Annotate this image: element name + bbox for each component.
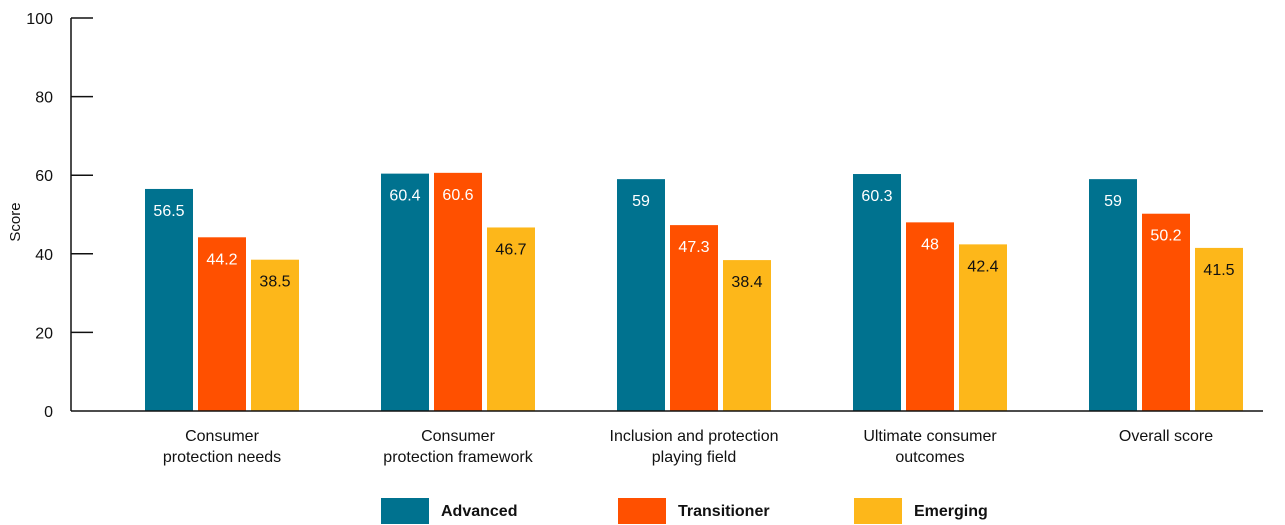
- bar-emerging: [723, 260, 771, 411]
- bar-value-label: 59: [1104, 193, 1122, 210]
- x-category-label: Overall score: [1119, 428, 1213, 445]
- y-tick-label: 0: [44, 404, 53, 421]
- y-tick-label: 20: [35, 325, 53, 342]
- bar-value-label: 46.7: [495, 241, 526, 258]
- bar-value-label: 38.5: [259, 274, 290, 291]
- y-tick-label: 80: [35, 90, 53, 107]
- bar-value-label: 60.3: [861, 188, 892, 205]
- bar-value-label: 56.5: [153, 203, 184, 220]
- bar-emerging: [487, 227, 535, 411]
- bar-transitioner: [1142, 213, 1190, 411]
- bar-transitioner: [670, 225, 718, 411]
- bar-transitioner: [434, 172, 482, 411]
- bar-emerging: [1195, 247, 1243, 411]
- y-axis: 0 20 40 60 80 100: [26, 11, 93, 421]
- bar-transitioner: [198, 237, 246, 411]
- legend-swatch-emerging: [854, 498, 902, 524]
- x-axis: Consumer protection needs Consumer protecti…: [71, 410, 1263, 466]
- y-tick-label: 100: [26, 11, 53, 28]
- y-tick-label: 60: [35, 168, 53, 185]
- x-category-label: Consumer protection framework: [383, 428, 533, 466]
- y-axis-title: Score: [7, 202, 24, 241]
- bar-value-label: 59: [632, 193, 650, 210]
- x-category-label: Consumer protection needs: [163, 428, 281, 466]
- bars-group: 56.5 44.2 38.5 60.4 60.6 46.7 59 47.3 38.4 60.3 48…: [145, 172, 1243, 411]
- bar-emerging: [959, 244, 1007, 411]
- legend: Advanced Transitioner Emerging: [381, 498, 988, 524]
- bar-transitioner: [906, 222, 954, 411]
- bar-value-label: 41.5: [1203, 262, 1234, 279]
- legend-label-advanced: Advanced: [441, 503, 517, 520]
- bar-value-label: 47.3: [678, 239, 709, 256]
- bar-emerging: [251, 259, 299, 411]
- bar-value-label: 60.6: [442, 187, 473, 204]
- bar-value-label: 42.4: [967, 258, 998, 275]
- bar-advanced: [381, 173, 429, 411]
- bar-value-label: 48: [921, 236, 939, 253]
- x-category-label: Ultimate consumer outcomes: [863, 428, 997, 466]
- x-category-label: Inclusion and protection playing field: [610, 428, 779, 466]
- bar-value-label: 60.4: [389, 188, 420, 205]
- legend-swatch-advanced: [381, 498, 429, 524]
- bar-advanced: [617, 179, 665, 411]
- legend-swatch-transitioner: [618, 498, 666, 524]
- bar-value-label: 50.2: [1150, 228, 1181, 245]
- legend-label-transitioner: Transitioner: [678, 503, 770, 520]
- bar-advanced: [145, 188, 193, 411]
- legend-label-emerging: Emerging: [914, 503, 988, 520]
- bar-advanced: [1089, 179, 1137, 411]
- bar-advanced: [853, 174, 901, 411]
- bar-value-label: 38.4: [731, 274, 762, 291]
- bar-value-label: 44.2: [206, 251, 237, 268]
- y-tick-label: 40: [35, 247, 53, 264]
